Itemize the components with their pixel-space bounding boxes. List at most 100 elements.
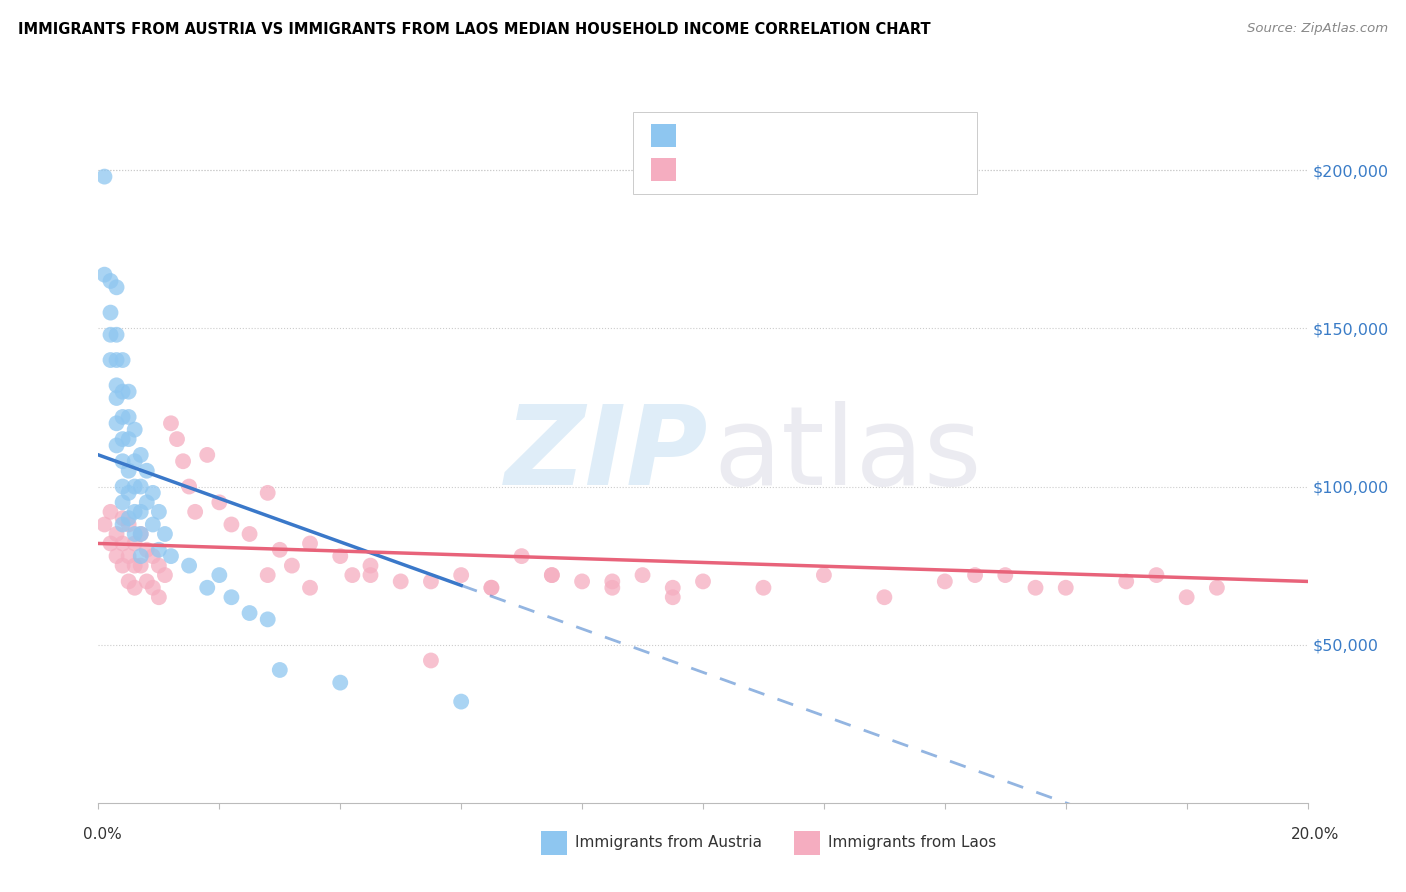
Point bbox=[111, 409, 134, 424]
Point bbox=[105, 549, 128, 563]
Point bbox=[1144, 568, 1167, 582]
Point bbox=[129, 527, 152, 541]
Text: atlas: atlas bbox=[714, 401, 983, 508]
Point bbox=[100, 505, 122, 519]
Point bbox=[129, 505, 152, 519]
Point bbox=[142, 517, 165, 532]
Text: 70: 70 bbox=[823, 162, 844, 177]
Point bbox=[111, 495, 134, 509]
Point bbox=[124, 581, 146, 595]
Point bbox=[179, 558, 201, 573]
Point bbox=[135, 574, 157, 589]
Point bbox=[142, 549, 165, 563]
Text: 0.0%: 0.0% bbox=[83, 827, 122, 841]
Point bbox=[239, 527, 262, 541]
Point bbox=[129, 549, 152, 563]
Text: -0.107: -0.107 bbox=[714, 162, 769, 177]
Point bbox=[124, 454, 146, 468]
Point bbox=[631, 568, 654, 582]
Point bbox=[221, 517, 243, 532]
Point bbox=[111, 558, 134, 573]
Point bbox=[256, 568, 278, 582]
Text: -0.245: -0.245 bbox=[714, 128, 769, 143]
Point bbox=[256, 612, 278, 626]
Point bbox=[129, 527, 152, 541]
Point bbox=[160, 549, 183, 563]
Point bbox=[195, 448, 218, 462]
Point bbox=[166, 432, 188, 446]
Point bbox=[342, 568, 364, 582]
Point bbox=[93, 169, 115, 184]
Text: ZIP: ZIP bbox=[505, 401, 709, 508]
Point bbox=[208, 568, 231, 582]
Point bbox=[1054, 581, 1077, 595]
Point bbox=[105, 378, 128, 392]
Point bbox=[481, 581, 503, 595]
Point bbox=[1024, 581, 1046, 595]
Point bbox=[129, 448, 152, 462]
Point bbox=[172, 454, 194, 468]
Point bbox=[662, 581, 685, 595]
Point bbox=[124, 479, 146, 493]
Point bbox=[105, 353, 128, 368]
Point bbox=[179, 479, 201, 493]
Point bbox=[571, 574, 593, 589]
Point bbox=[118, 574, 141, 589]
Point bbox=[124, 505, 146, 519]
Point bbox=[100, 536, 122, 550]
Text: N =: N = bbox=[794, 128, 828, 143]
Point bbox=[100, 274, 122, 288]
Point bbox=[994, 568, 1017, 582]
Point bbox=[124, 527, 146, 541]
Point bbox=[124, 536, 146, 550]
Point bbox=[692, 574, 714, 589]
Point bbox=[160, 417, 183, 431]
Point bbox=[602, 581, 624, 595]
Point bbox=[450, 695, 472, 709]
Point bbox=[124, 423, 146, 437]
Point bbox=[105, 280, 128, 294]
Point bbox=[142, 581, 165, 595]
Point bbox=[111, 353, 134, 368]
Point bbox=[269, 542, 291, 557]
Point bbox=[135, 495, 157, 509]
Point bbox=[221, 591, 243, 605]
Point bbox=[602, 574, 624, 589]
Point bbox=[129, 558, 152, 573]
Point bbox=[1175, 591, 1198, 605]
Point bbox=[420, 574, 443, 589]
Point bbox=[118, 384, 141, 399]
Point bbox=[329, 549, 352, 563]
Point bbox=[934, 574, 956, 589]
Point bbox=[93, 517, 115, 532]
Point bbox=[111, 432, 134, 446]
Text: N =: N = bbox=[794, 162, 828, 177]
Text: R =: R = bbox=[685, 128, 718, 143]
Point bbox=[118, 517, 141, 532]
Text: 20.0%: 20.0% bbox=[1291, 827, 1339, 841]
Point bbox=[299, 581, 322, 595]
Point bbox=[1115, 574, 1137, 589]
Text: R =: R = bbox=[685, 162, 718, 177]
Point bbox=[100, 353, 122, 368]
Point bbox=[420, 653, 443, 667]
Point bbox=[118, 549, 141, 563]
Point bbox=[873, 591, 896, 605]
Point bbox=[208, 495, 231, 509]
Point bbox=[329, 675, 352, 690]
Point bbox=[1206, 581, 1229, 595]
Point bbox=[111, 536, 134, 550]
Point bbox=[105, 438, 128, 452]
Point bbox=[662, 591, 685, 605]
Point bbox=[111, 384, 134, 399]
Point bbox=[148, 591, 170, 605]
Point bbox=[299, 536, 322, 550]
Text: IMMIGRANTS FROM AUSTRIA VS IMMIGRANTS FROM LAOS MEDIAN HOUSEHOLD INCOME CORRELAT: IMMIGRANTS FROM AUSTRIA VS IMMIGRANTS FR… bbox=[18, 22, 931, 37]
Point bbox=[93, 268, 115, 282]
Point bbox=[481, 581, 503, 595]
Point bbox=[184, 505, 207, 519]
Point bbox=[269, 663, 291, 677]
Point bbox=[256, 486, 278, 500]
Point bbox=[111, 454, 134, 468]
Point bbox=[450, 568, 472, 582]
